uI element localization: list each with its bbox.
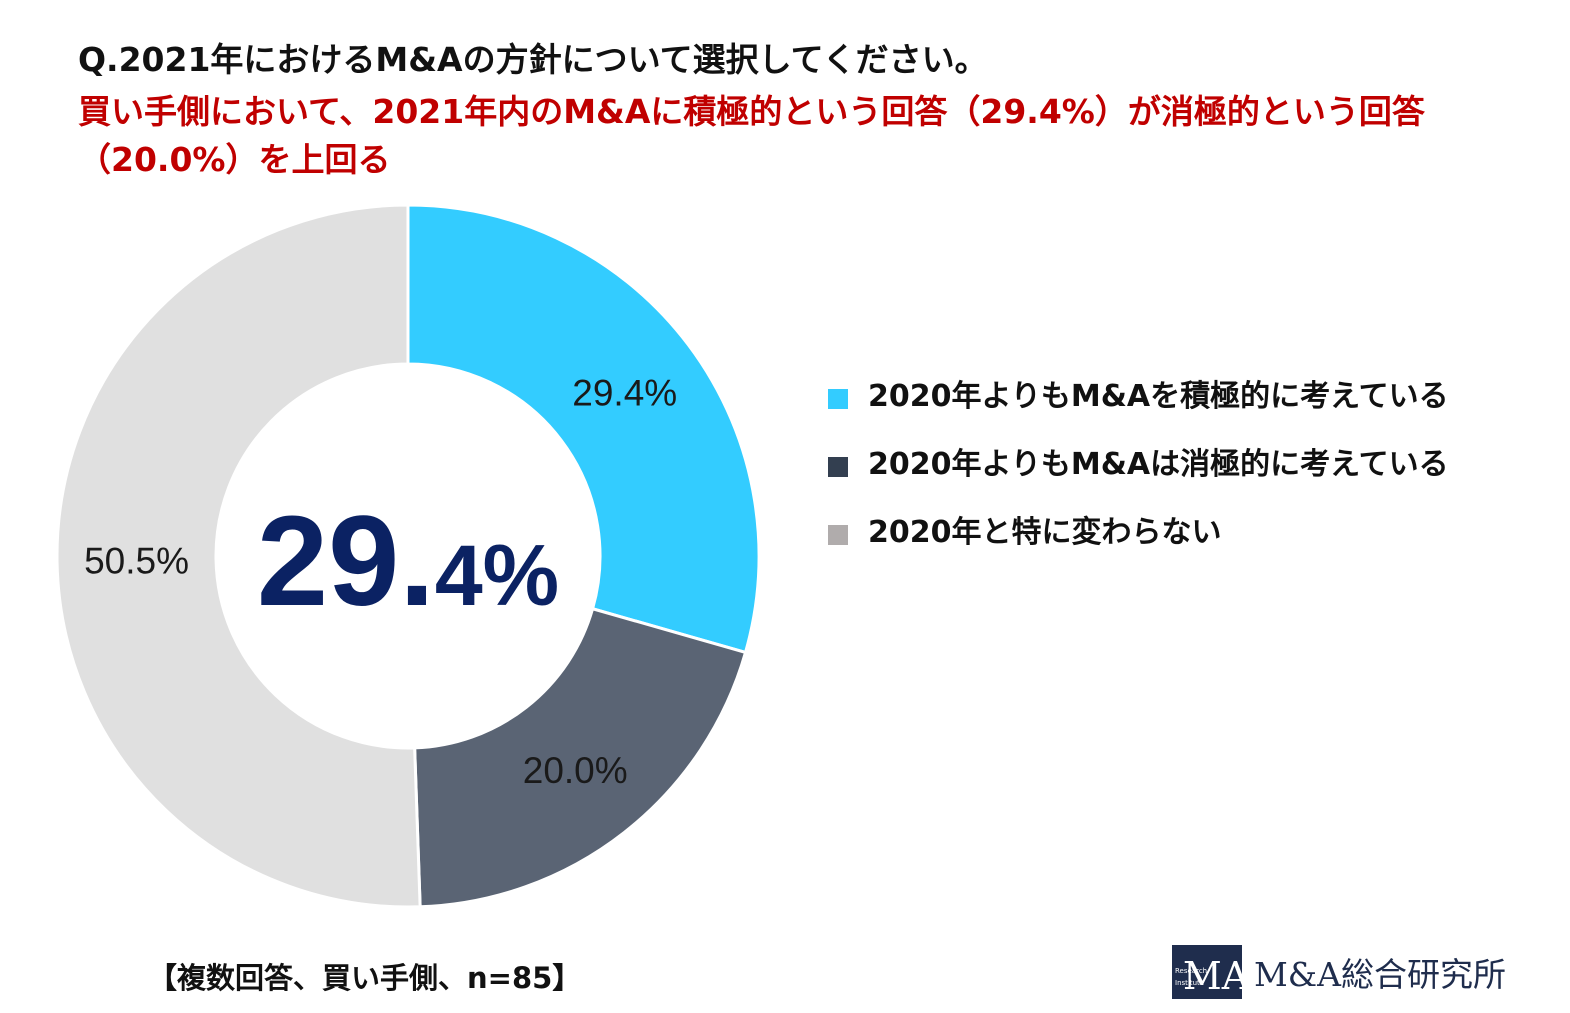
donut-slice-negative: [413, 606, 748, 909]
chart-legend: 2020年よりもM&Aを積極的に考えている 2020年よりもM&Aは消極的に考え…: [822, 375, 1562, 579]
legend-item-unchanged: 2020年と特に変わらない: [822, 511, 1562, 555]
logo-mark-small-1: Research: [1175, 967, 1207, 975]
data-label-negative: 20.0%: [523, 750, 628, 791]
logo-mark-small-2: Institute: [1175, 979, 1204, 987]
legend-label-unchanged: 2020年と特に変わらない: [868, 515, 1222, 550]
logo-mark-icon: MA Research Institute: [1172, 945, 1242, 999]
logo-mark-letters: MA: [1183, 954, 1242, 998]
data-label-unchanged: 50.5%: [84, 541, 189, 582]
center-value: 29.4%: [257, 490, 559, 633]
legend-swatch-negative: [828, 457, 848, 477]
legend-swatch-unchanged: [828, 525, 848, 545]
donut-slice-unchanged: [55, 203, 422, 909]
legend-swatch-positive: [828, 389, 848, 409]
legend-item-negative: 2020年よりもM&Aは消極的に考えている: [822, 443, 1562, 487]
data-label-positive: 29.4%: [572, 373, 677, 414]
donut-slice-positive: [406, 203, 761, 655]
center-value-main: 29.: [257, 490, 435, 633]
chart-subtitle: 買い手側において、2021年内のM&Aに積極的という回答（29.4%）が消極的と…: [78, 92, 1425, 179]
legend-item-positive: 2020年よりもM&Aを積極的に考えている: [822, 375, 1562, 419]
legend-label-negative: 2020年よりもM&Aは消極的に考えている: [868, 447, 1449, 482]
footnote: 【複数回答、買い手側、n=85】: [148, 961, 582, 995]
donut-slices: [55, 203, 761, 909]
chart-title: Q.2021年におけるM&Aの方針について選択してください。: [78, 40, 988, 79]
company-logo: MA Research Institute M&A総合研究所: [1172, 944, 1506, 1000]
logo-text: M&A総合研究所: [1254, 955, 1506, 994]
donut-data-labels: 29.4% 20.0% 50.5%: [84, 373, 677, 791]
legend-label-positive: 2020年よりもM&Aを積極的に考えている: [868, 379, 1449, 414]
center-value-fraction: 4%: [435, 528, 559, 624]
